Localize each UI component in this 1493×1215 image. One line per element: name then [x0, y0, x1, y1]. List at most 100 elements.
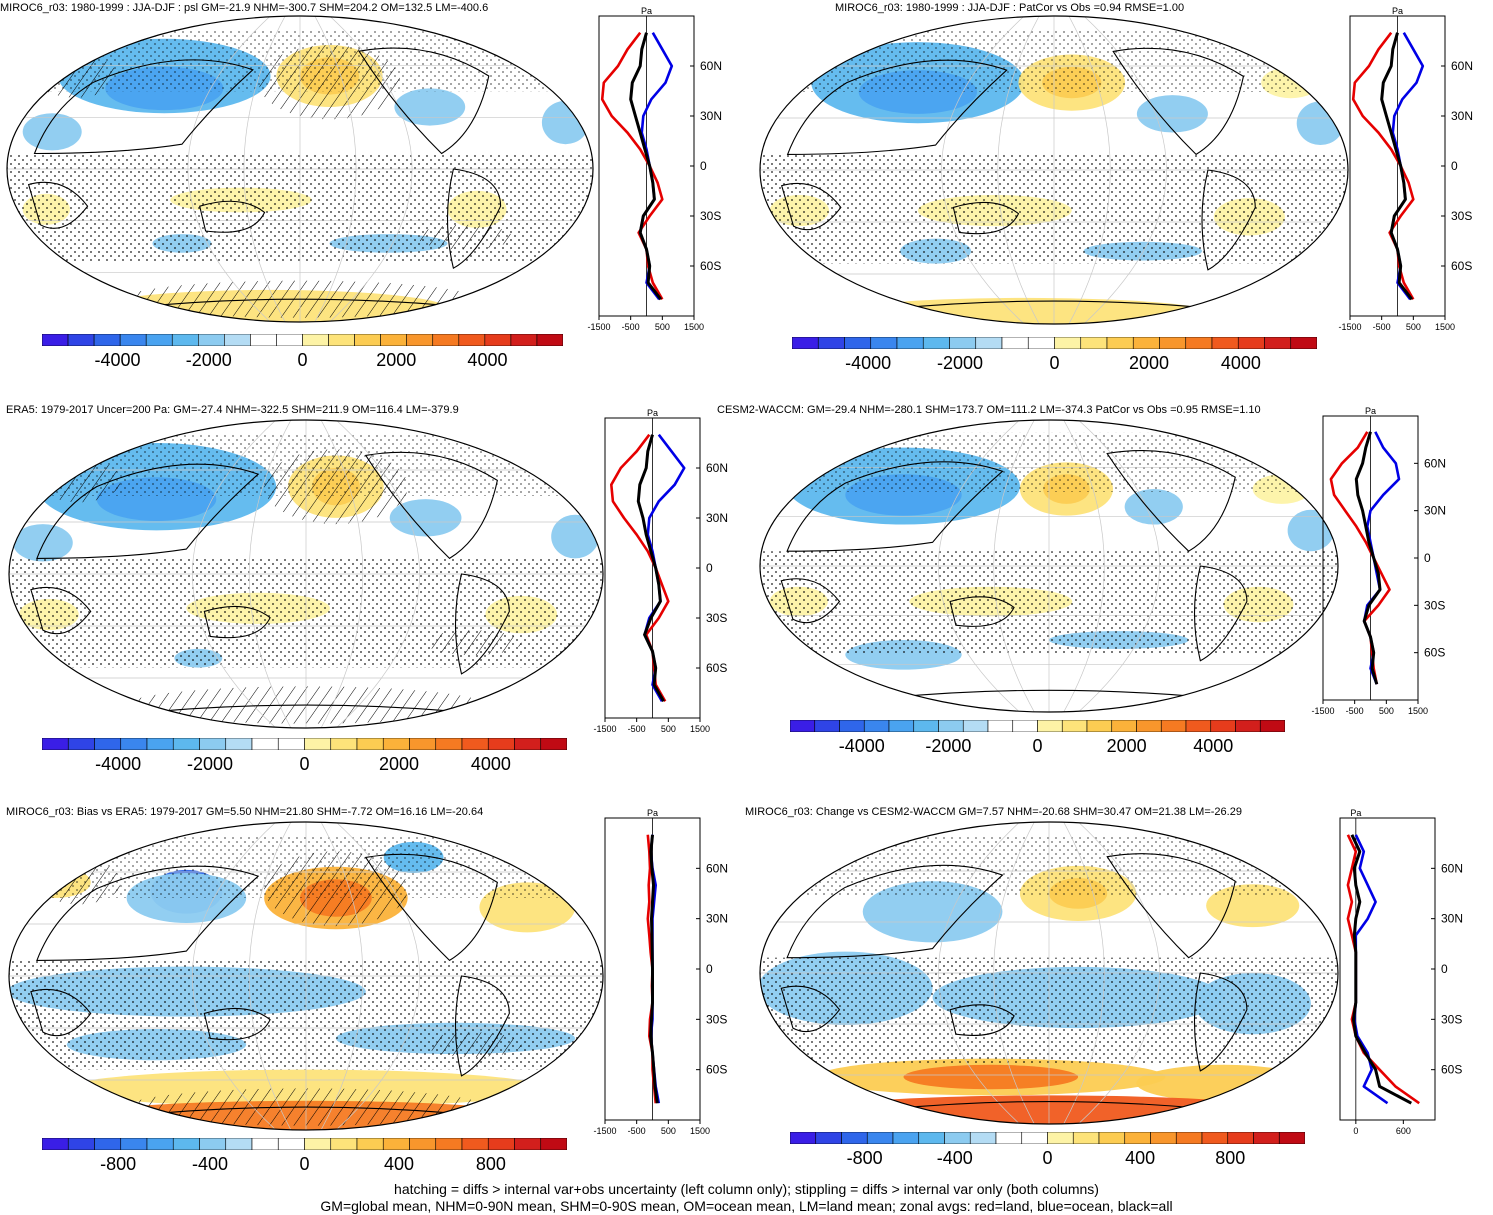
colorbar-box: [1136, 720, 1162, 732]
lat-tick-label: 30S: [706, 1012, 727, 1026]
graticule-line: [319, 420, 364, 728]
zonal-line-ocean: [1389, 32, 1425, 301]
colorbar-box: [382, 1138, 410, 1150]
colorbar-box: [975, 337, 1003, 349]
graticule-line: [993, 420, 1036, 712]
colorbar-box: [1237, 337, 1265, 349]
colorbar-labels: -4000 -2000 0 2000 4000: [790, 736, 1285, 756]
colorbar-box: [224, 334, 251, 346]
colorbar-tick: 2000: [1106, 736, 1147, 756]
hatching-region: [425, 1032, 522, 1058]
graticule-line: [333, 420, 420, 728]
lat-tick-label: 30N: [1424, 504, 1446, 518]
coastline: [203, 1007, 271, 1041]
coastline: [1201, 169, 1256, 271]
graticule-line: [248, 420, 293, 728]
colorbar-box: [896, 337, 924, 349]
zonal-line-all: [1380, 32, 1413, 301]
colorbar-box: [866, 1132, 894, 1144]
robinson-map: [759, 821, 1339, 1125]
x-tick-label: -500: [622, 322, 640, 332]
graticule-line: [192, 420, 279, 728]
graticule-line: [1075, 420, 1160, 712]
zonal-line-land: [1346, 834, 1420, 1105]
colorbar-box: [198, 334, 225, 346]
graticule-line: [192, 822, 279, 1130]
colorbar-tick: 0: [1032, 736, 1043, 756]
graticule-line: [333, 822, 420, 1130]
colorbar-tick: -800: [100, 1154, 137, 1174]
zonal-line-ocean: [643, 433, 686, 702]
panel-title: ERA5: 1979-2017 Uncer=200 Pa: GM=-27.4 N…: [6, 404, 459, 416]
colorbar-box: [406, 334, 434, 346]
panel-title: MIROC6_r03: Change vs CESM2-WACCM GM=7.5…: [745, 806, 1242, 818]
colorbar-box: [1264, 337, 1292, 349]
zonal-line-land: [610, 433, 670, 702]
colorbar-box: [870, 337, 898, 349]
x-tick-label: -500: [628, 724, 646, 734]
hatching-region: [264, 449, 408, 525]
colorbar-box: [1001, 337, 1029, 349]
x-tick-label: 500: [1406, 322, 1421, 332]
colorbar-box: [814, 720, 840, 732]
colorbar-box: [1175, 1132, 1203, 1144]
lat-tick-label: 60S: [1451, 259, 1472, 273]
colorbar-box: [1235, 720, 1261, 732]
colorbar-box: [380, 334, 407, 346]
graticule-line: [1081, 16, 1167, 324]
zonal-mean-plot: Pa 60N 30N 0 30S 60S -1500 -500 500 1500: [587, 6, 722, 332]
colorbar-tick: 2000: [376, 350, 417, 370]
lat-tick-label: 60N: [1424, 456, 1446, 470]
lat-tick-label: 0: [1441, 962, 1448, 976]
colorbar-tick: -4000: [95, 754, 142, 774]
graticule-line: [997, 16, 1041, 324]
colorbar-box: [1086, 720, 1113, 732]
anomaly-region: [1124, 489, 1183, 525]
lat-tick-label: 60S: [1441, 1063, 1462, 1077]
coastline: [203, 605, 271, 639]
x-tick-label: 500: [655, 322, 670, 332]
colorbar-box: [251, 738, 279, 750]
colorbar-tick: 4000: [1193, 736, 1234, 756]
lat-tick-label: 30N: [1441, 912, 1463, 926]
hatching-region: [418, 224, 513, 250]
colorbar-box: [146, 1138, 174, 1150]
x-tick-label: 500: [1379, 706, 1394, 716]
graticule-line: [243, 16, 287, 322]
x-tick-label: 1500: [1435, 322, 1455, 332]
colorbar-box: [514, 738, 542, 750]
colorbar-tick: 400: [383, 1154, 415, 1174]
colorbar-box: [863, 720, 890, 732]
x-tick-label: -500: [628, 1126, 646, 1136]
colorbar-tick: -2000: [925, 736, 972, 756]
coastline: [30, 586, 92, 635]
panel-title: CESM2-WACCM: GM=-29.4 NHM=-280.1 SHM=173…: [717, 404, 1261, 416]
colorbar-tick: -2000: [186, 754, 234, 774]
colorbar-box: [913, 720, 939, 732]
hatching-region: [258, 44, 401, 120]
colorbar-box: [484, 334, 512, 346]
coastline: [446, 168, 502, 270]
zonal-line-all: [636, 434, 665, 703]
colorbar-box: [432, 334, 460, 346]
colorbar-box: [67, 334, 95, 346]
anomaly-region: [1136, 95, 1208, 133]
graticule-line: [1062, 822, 1105, 1124]
graticule-line: [938, 420, 1023, 712]
colorbar-tick: 0: [1049, 353, 1060, 373]
coastline: [454, 573, 510, 675]
colorbar-box: [67, 1138, 95, 1150]
lat-tick-label: 30S: [1441, 1012, 1462, 1026]
coastline: [364, 853, 498, 962]
colorbar-tick: -2000: [936, 353, 984, 373]
colorbar: [792, 337, 1317, 349]
graticule-line: [187, 16, 273, 322]
colorbar-box: [487, 1138, 515, 1150]
coastline: [1193, 972, 1248, 1072]
zonal-line-all: [1354, 431, 1382, 685]
colorbar-box: [1012, 720, 1038, 732]
colorbar-box: [1098, 1132, 1126, 1144]
colorbar-box: [330, 738, 358, 750]
graticule-line: [327, 16, 413, 322]
colorbar-box: [841, 1132, 868, 1144]
